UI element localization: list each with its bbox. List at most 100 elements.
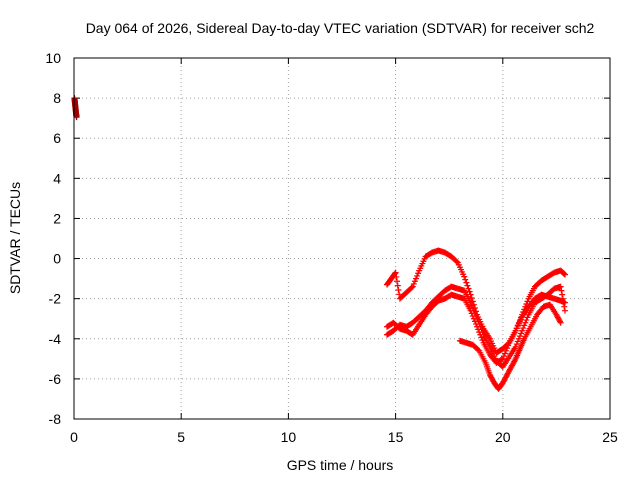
data-point-marker	[522, 319, 529, 326]
y-tick-label: -8	[49, 411, 62, 427]
data-point-marker	[505, 355, 512, 362]
data-point-marker	[516, 333, 523, 340]
data-point-marker	[446, 284, 453, 291]
data-point-marker	[386, 277, 393, 284]
chart-title: Day 064 of 2026, Sidereal Day-to-day VTE…	[86, 20, 595, 36]
data-point-marker	[469, 313, 476, 320]
data-point-marker	[465, 285, 472, 292]
y-tick-label: -6	[49, 371, 62, 387]
y-tick-label: 0	[53, 251, 61, 267]
series-trace-4	[456, 301, 564, 392]
data-point-marker	[411, 278, 418, 285]
data-point-marker	[497, 347, 504, 354]
data-point-marker	[518, 330, 525, 337]
data-point-marker	[471, 318, 478, 325]
data-point-marker	[468, 302, 475, 309]
x-tick-label: 10	[281, 429, 297, 445]
data-point-marker	[446, 252, 453, 259]
data-point-marker	[486, 369, 493, 376]
data-point-marker	[529, 298, 536, 305]
data-point-marker	[511, 345, 518, 352]
data-point-marker	[475, 346, 482, 353]
data-point-marker	[511, 358, 518, 365]
data-point-marker	[516, 347, 523, 354]
data-point-marker	[394, 323, 401, 330]
data-point-marker	[426, 306, 433, 313]
data-point-marker	[474, 345, 481, 352]
data-point-marker	[408, 284, 415, 291]
data-point-marker	[478, 334, 485, 341]
data-point-marker	[395, 286, 402, 293]
data-point-marker	[505, 342, 512, 349]
data-point-marker	[485, 349, 492, 356]
data-point-marker	[414, 272, 421, 279]
data-point-marker	[412, 275, 419, 282]
data-point-marker	[475, 326, 482, 333]
data-point-marker	[559, 291, 566, 298]
data-point-marker	[479, 337, 486, 344]
x-tick-label: 20	[495, 429, 511, 445]
data-point-marker	[561, 299, 568, 306]
data-point-marker	[520, 325, 527, 332]
y-tick-label: 8	[53, 90, 61, 106]
data-point-marker	[407, 321, 414, 328]
data-point-marker	[515, 335, 522, 342]
series-start-of-day	[71, 95, 80, 121]
data-point-marker	[491, 357, 498, 364]
data-point-marker	[523, 317, 530, 324]
data-point-marker	[521, 322, 528, 329]
data-point-marker	[410, 280, 417, 287]
axis-ticks	[73, 57, 611, 420]
series-trace-2	[384, 283, 568, 370]
data-point-marker	[506, 366, 513, 373]
data-point-marker	[500, 353, 507, 360]
x-axis-label: GPS time / hours	[287, 457, 394, 473]
data-point-marker	[520, 337, 527, 344]
data-point-marker	[498, 356, 505, 363]
x-tick-label: 15	[388, 429, 404, 445]
data-point-marker	[407, 285, 414, 292]
data-point-marker	[401, 291, 408, 298]
data-point-marker	[439, 289, 446, 296]
data-point-marker	[462, 276, 469, 283]
data-point-marker	[524, 305, 531, 312]
data-point-marker	[466, 305, 473, 312]
data-markers	[71, 95, 568, 392]
data-point-marker	[511, 329, 518, 336]
data-point-marker	[519, 327, 526, 334]
data-point-marker	[73, 113, 80, 120]
data-point-marker	[536, 292, 543, 299]
data-point-marker	[473, 321, 479, 328]
data-point-marker	[561, 307, 568, 314]
data-point-marker	[556, 318, 563, 325]
x-tick-label: 5	[177, 429, 185, 445]
data-point-marker	[452, 257, 459, 264]
data-point-marker	[558, 287, 565, 294]
data-point-marker	[415, 270, 422, 277]
data-point-marker	[394, 278, 401, 285]
y-tick-label: 10	[45, 50, 61, 66]
data-point-marker	[476, 329, 483, 336]
data-point-marker	[542, 274, 549, 281]
data-point-marker	[556, 317, 563, 324]
data-point-marker	[503, 347, 510, 354]
y-tick-label: 6	[53, 130, 61, 146]
data-point-marker	[561, 270, 568, 277]
data-point-marker	[502, 374, 509, 381]
data-point-marker	[498, 381, 505, 388]
data-point-marker	[415, 323, 422, 330]
data-point-marker	[549, 270, 556, 277]
y-axis-label: SDTVAR / TECUs	[7, 182, 23, 294]
data-point-marker	[394, 282, 401, 289]
y-tick-label: 2	[53, 210, 61, 226]
y-tick-label: -2	[49, 291, 62, 307]
x-tick-label: 0	[70, 429, 78, 445]
data-point-marker	[466, 288, 473, 295]
data-point-marker	[460, 271, 467, 278]
data-point-marker	[549, 287, 556, 294]
data-point-marker	[433, 299, 440, 306]
data-point-marker	[504, 345, 511, 352]
data-point-marker	[530, 285, 537, 292]
